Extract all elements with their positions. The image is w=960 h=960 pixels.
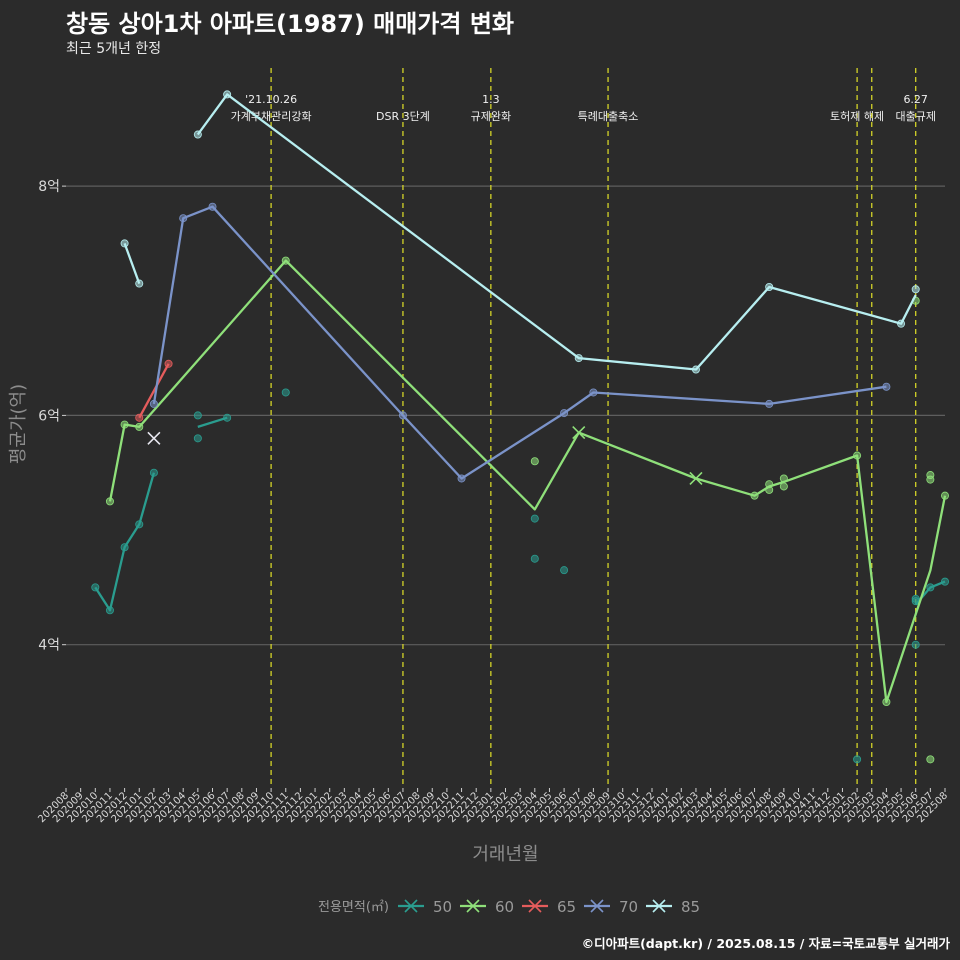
series-50-line — [197, 416, 228, 428]
series-70-point — [882, 382, 891, 391]
series-60-point — [281, 256, 290, 265]
series-65-point — [135, 413, 144, 422]
series-50-point — [560, 566, 569, 575]
legend-key-65-cross — [528, 899, 542, 913]
series-85-point — [223, 90, 232, 99]
series-50-point — [105, 606, 114, 615]
legend-key-70-cross — [590, 899, 604, 913]
series-60-cross — [572, 426, 586, 440]
series-70-point — [208, 202, 217, 211]
series-85-line — [196, 93, 917, 371]
event-label: 6.27 — [903, 93, 928, 106]
series-60-point — [779, 474, 788, 483]
series-85-line — [123, 243, 141, 284]
series-60-point — [926, 475, 935, 484]
series-70-point — [457, 474, 466, 483]
legend-label-60: 60 — [495, 898, 514, 916]
series-70-point — [398, 411, 407, 420]
series-60-point — [779, 482, 788, 491]
legend-label-70: 70 — [619, 898, 638, 916]
event-label: 가계부채관리강화 — [231, 110, 312, 123]
series-60-point — [105, 497, 114, 506]
series-50-point — [135, 520, 144, 529]
series-50-point — [281, 388, 290, 397]
series-50-point — [193, 434, 202, 443]
legend-label-65: 65 — [557, 898, 576, 916]
y-axis-title: 평균가(억) — [8, 384, 29, 464]
series-85-point — [120, 239, 129, 248]
series-70-point — [149, 399, 158, 408]
series-50-point — [911, 640, 920, 649]
series-70-cross — [147, 431, 161, 445]
source-caption: ©디아파트(dapt.kr) / 2025.08.15 / 자료=국토교통부 실… — [581, 936, 950, 951]
series-60-point — [926, 755, 935, 764]
x-axis-title: 거래년월 — [472, 844, 538, 865]
series-50-point — [941, 577, 950, 586]
chart-title: 창동 상아1차 아파트(1987) 매매가격 변화 — [66, 10, 514, 38]
legend-title: 전용면적(㎡) — [318, 900, 389, 915]
series-50-point — [223, 413, 232, 422]
series-50-point — [530, 554, 539, 563]
series-85-point — [897, 319, 906, 328]
series-65-point — [164, 359, 173, 368]
series-50-point — [120, 543, 129, 552]
series-50-point — [926, 583, 935, 592]
event-label: 규제완화 — [471, 110, 511, 123]
series-85-point — [193, 130, 202, 139]
series-60-point — [882, 698, 891, 707]
y-tick-label: 4억 — [38, 638, 60, 654]
y-tick-label: 6억 — [38, 408, 60, 424]
event-label: '21.10.26 — [245, 93, 297, 106]
legend-key-60-cross — [466, 899, 480, 913]
series-60-point — [750, 491, 759, 500]
series-50-point — [530, 514, 539, 523]
series-60-point — [135, 422, 144, 431]
series-85-point — [135, 279, 144, 288]
series-85-point — [911, 285, 920, 294]
series-85-point — [574, 354, 583, 363]
series-60-point — [765, 480, 774, 489]
series-50-point — [91, 583, 100, 592]
series-60-line — [108, 259, 947, 704]
series-60-point — [120, 420, 129, 429]
event-label: 1.3 — [482, 93, 500, 106]
series-70-point — [765, 399, 774, 408]
series-50-point — [193, 411, 202, 420]
series-85-point — [765, 282, 774, 291]
series-85-point — [691, 365, 700, 374]
series-60-cross — [689, 471, 703, 486]
series-70-line — [152, 205, 887, 480]
series-50-point — [149, 468, 158, 477]
legend-label-85: 85 — [681, 898, 700, 916]
series-60-point — [853, 451, 862, 460]
event-label: 토허제 해제 — [830, 109, 884, 123]
legend-key-50-cross — [404, 899, 418, 913]
series-70-point — [179, 214, 188, 223]
series-70-point — [589, 388, 598, 397]
event-label: DSR 3단계 — [376, 110, 430, 123]
legend-label-50: 50 — [433, 898, 452, 916]
series-50-line — [94, 472, 156, 612]
y-tick-label: 8억 — [38, 179, 60, 195]
event-label: 대출규제 — [895, 110, 935, 123]
series-50-point — [853, 755, 862, 764]
series-70-point — [560, 409, 569, 418]
chart-subtitle: 최근 5개년 한정 — [66, 41, 162, 57]
series-60-point — [530, 457, 539, 466]
event-label: 특례대출축소 — [578, 110, 639, 123]
legend-key-85-cross — [652, 899, 666, 913]
series-60-point — [941, 491, 950, 500]
series-65-line — [138, 363, 170, 419]
